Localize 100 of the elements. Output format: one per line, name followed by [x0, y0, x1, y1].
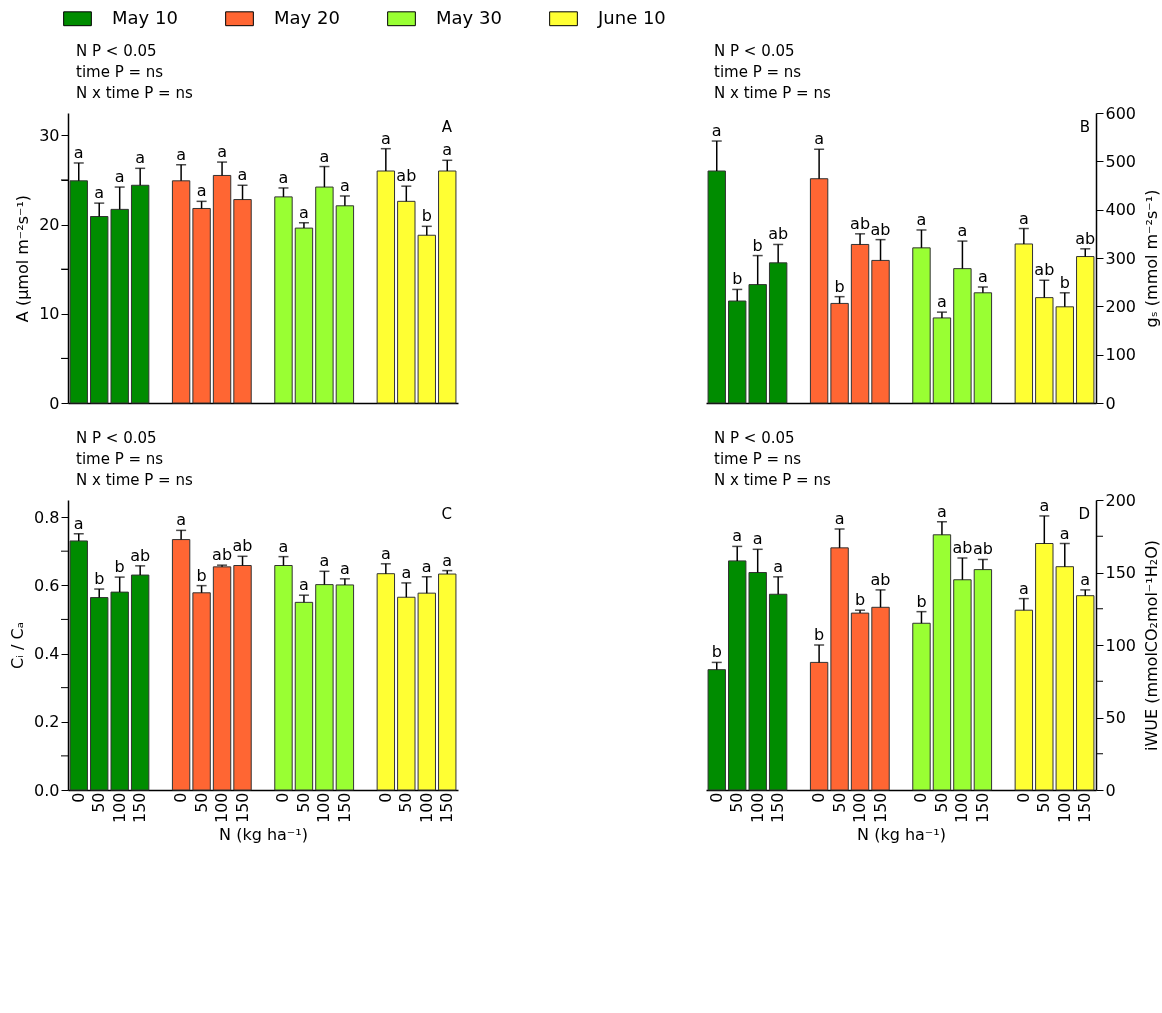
x-tick-label: 150	[768, 792, 788, 824]
data-label: a	[299, 575, 309, 595]
data-label: a	[916, 209, 927, 229]
data-label: b	[916, 591, 927, 611]
x-tick-label: 100	[212, 792, 232, 824]
data-label: a	[937, 501, 947, 521]
y2-tick-label: 500	[1105, 151, 1137, 171]
data-label: b	[94, 569, 105, 589]
text: N x time P = ns	[714, 84, 831, 102]
y-tick-label: 20	[39, 215, 60, 235]
x-tick-label: 100	[850, 792, 870, 824]
y-tick-label: 0.6	[34, 575, 60, 595]
data-label: a	[237, 165, 248, 185]
data-label: a	[401, 562, 412, 582]
legend-label: May 30	[436, 6, 502, 28]
data-label: a	[339, 558, 350, 578]
data-label: a	[380, 543, 391, 563]
x-tick-label: 0	[1013, 792, 1033, 803]
data-label: a	[442, 550, 453, 570]
data-label: ab	[870, 219, 891, 239]
bar	[294, 601, 314, 791]
text: N P < 0.05	[714, 429, 795, 447]
text: N P < 0.05	[76, 429, 157, 447]
bar	[850, 243, 870, 404]
x-tick-label: 50	[89, 792, 109, 813]
data-label: a	[135, 148, 146, 168]
bar	[871, 259, 890, 404]
bar	[1076, 595, 1095, 791]
text: time P = ns	[714, 450, 802, 468]
x-tick-label: 0	[273, 792, 293, 803]
y-tick-label: 0.8	[34, 507, 60, 527]
text: N P < 0.05	[76, 42, 157, 60]
data-label: a	[957, 221, 968, 241]
y2-tick-label: 50	[1105, 708, 1126, 727]
bar	[130, 184, 150, 404]
data-label: a	[278, 167, 289, 187]
bar	[1014, 243, 1034, 404]
data-label: a	[752, 529, 763, 549]
data-label: a	[114, 167, 125, 187]
data-label: ab	[768, 224, 789, 244]
bar	[932, 317, 952, 404]
data-label: b	[752, 235, 763, 255]
bar	[171, 180, 191, 404]
x-tick-label: 150	[232, 792, 252, 824]
bar	[707, 170, 726, 404]
y-axis-title: A (μmol m⁻²s⁻¹)	[13, 194, 33, 323]
y2-tick-label: 300	[1105, 248, 1137, 268]
annotation: D	[1078, 505, 1090, 523]
x-tick-label: 50	[727, 792, 747, 813]
y2-tick-label: 0	[1105, 393, 1116, 413]
x-tick-label: 100	[1054, 792, 1074, 824]
bar	[192, 592, 211, 791]
x-tick-label: 100	[314, 792, 334, 824]
bar	[809, 661, 829, 791]
data-label: a	[711, 121, 722, 141]
bar	[973, 292, 993, 404]
data-label: a	[937, 292, 947, 312]
data-label: a	[278, 536, 289, 556]
data-label: ab	[1075, 228, 1096, 248]
data-label: ab	[952, 538, 973, 557]
text: time P = ns	[76, 63, 164, 81]
x-tick-label: 50	[931, 792, 951, 813]
x-tick-label: 100	[952, 792, 972, 824]
data-label: a	[1080, 569, 1091, 589]
data-label: a	[1039, 495, 1050, 515]
legend-label: May 10	[112, 6, 178, 28]
y-tick-label: 0	[49, 393, 60, 413]
text: time P = ns	[76, 450, 164, 468]
x-tick-label: 50	[1034, 792, 1054, 813]
bar	[212, 566, 232, 791]
text: N x time P = ns	[76, 84, 193, 102]
data-label: b	[421, 206, 432, 226]
data-label: b	[834, 276, 845, 296]
bar	[438, 170, 457, 404]
x-tick-label: 50	[191, 792, 211, 813]
text: time P = ns	[714, 63, 802, 81]
data-label: ab	[130, 545, 151, 565]
bar	[69, 540, 88, 791]
y2-axis-title: gₛ (mmol m⁻²s⁻¹)	[1142, 189, 1162, 328]
x-tick-label: 150	[437, 792, 457, 824]
x-tick-label: 150	[130, 792, 150, 824]
x-tick-label: 0	[68, 792, 88, 803]
data-label: b	[854, 590, 866, 610]
x-tick-label: 0	[375, 792, 395, 803]
data-label: ab	[870, 569, 891, 589]
annotation: C	[441, 505, 452, 523]
annotation: B	[1079, 118, 1090, 136]
bar	[953, 268, 972, 404]
bar	[768, 593, 788, 791]
bar	[707, 669, 726, 791]
y-tick-label: 10	[39, 304, 60, 324]
x-tick-label: 0	[706, 792, 726, 803]
data-label: a	[977, 267, 988, 286]
bar	[912, 622, 931, 791]
bar	[335, 584, 355, 791]
x-tick-label: 150	[1075, 792, 1095, 824]
annotation: A	[441, 118, 453, 136]
bar	[376, 573, 396, 791]
bar	[335, 205, 355, 404]
data-label: a	[339, 175, 350, 195]
